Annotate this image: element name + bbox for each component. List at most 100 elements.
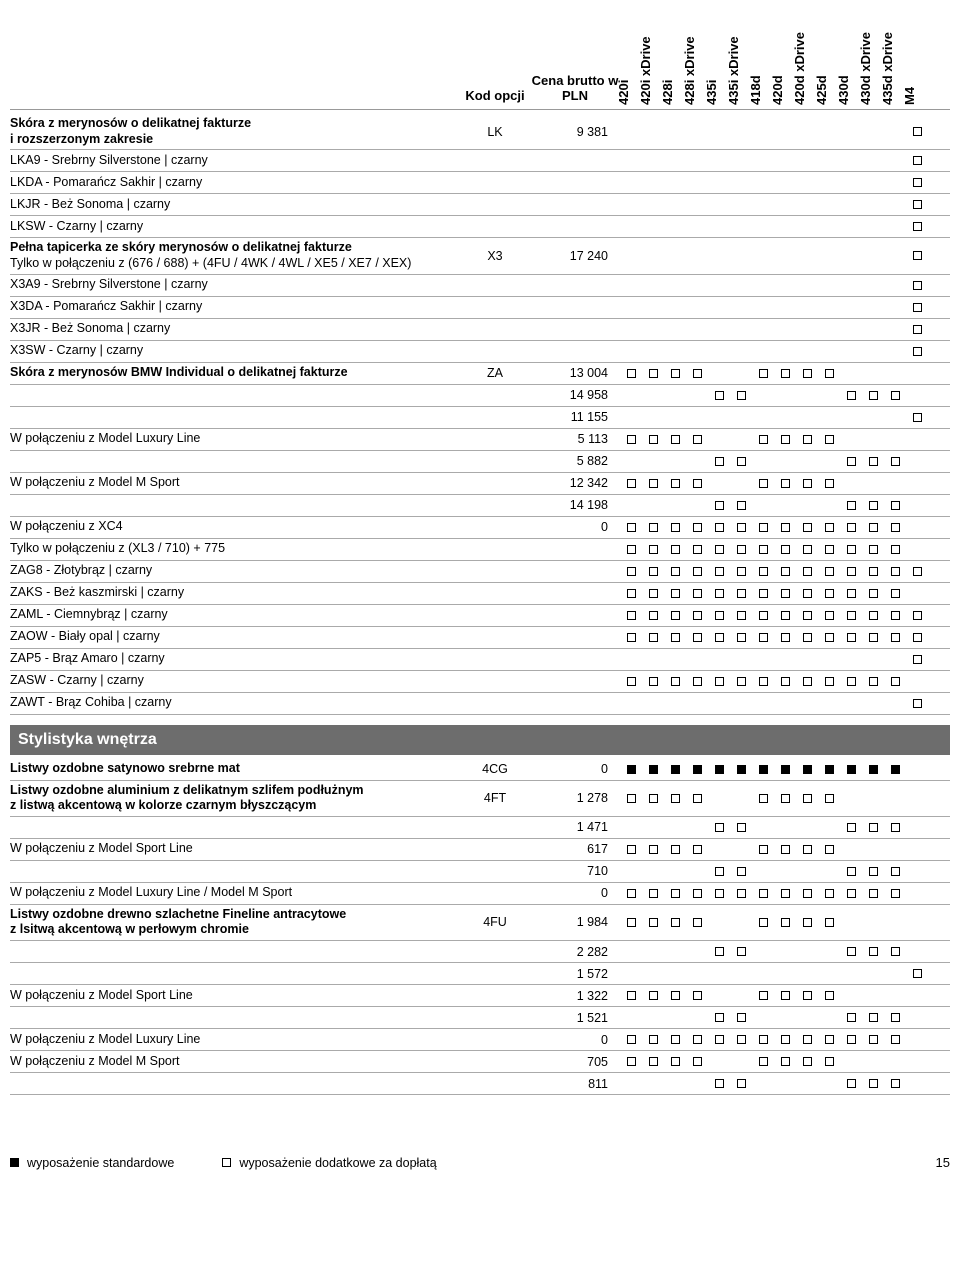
table-row: LKJR - Beż Sonoma | czarny (10, 194, 950, 216)
availability-cell (708, 969, 730, 978)
availability-cell (686, 765, 708, 774)
checkbox-open-icon (869, 457, 878, 466)
row-price: 2 282 (530, 945, 620, 959)
availability-cell (730, 501, 752, 510)
availability-cell (686, 127, 708, 136)
availability-cell (884, 369, 906, 378)
availability-cell (774, 479, 796, 488)
availability-cell (730, 457, 752, 466)
availability-cell (686, 523, 708, 532)
availability-cell (774, 765, 796, 774)
availability-cell (906, 969, 928, 978)
availability-cell (620, 251, 642, 260)
table-row: Listwy ozdobne aluminium z delikatnym sz… (10, 781, 950, 817)
availability-cell (906, 889, 928, 898)
availability-cell (774, 347, 796, 356)
availability-cell (730, 369, 752, 378)
availability-cell (840, 889, 862, 898)
availability-cell (752, 889, 774, 898)
availability-cell (686, 303, 708, 312)
availability-cell (774, 845, 796, 854)
checkbox-open-icon (869, 1013, 878, 1022)
checkbox-open-icon (825, 567, 834, 576)
row-label: W połączeniu z Model Sport Line (10, 986, 460, 1006)
availability-cell (642, 765, 664, 774)
availability-cell (642, 918, 664, 927)
checkbox-open-icon (781, 918, 790, 927)
availability-cell (840, 633, 862, 642)
availability-cell (840, 325, 862, 334)
availability-cell (730, 303, 752, 312)
availability-cell (642, 889, 664, 898)
availability-cell (818, 325, 840, 334)
availability-cell (840, 303, 862, 312)
availability-cell (906, 677, 928, 686)
checkbox-open-icon (759, 611, 768, 620)
checkbox-open-icon (825, 845, 834, 854)
availability-cell (796, 457, 818, 466)
availability-cell (796, 325, 818, 334)
availability-cell (686, 633, 708, 642)
availability-cell (664, 222, 686, 231)
availability-cell (752, 677, 774, 686)
availability-cell (906, 611, 928, 620)
checkbox-open-icon (913, 347, 922, 356)
availability-cell (686, 589, 708, 598)
availability-cell (730, 794, 752, 803)
availability-cell (730, 845, 752, 854)
availability-cell (708, 303, 730, 312)
row-price: 1 572 (530, 967, 620, 981)
availability-cell (906, 699, 928, 708)
checkbox-open-icon (627, 589, 636, 598)
availability-cell (862, 391, 884, 400)
section-interior-styling: Stylistyka wnętrza (10, 725, 950, 755)
availability-cell (862, 1057, 884, 1066)
availability-cell (818, 867, 840, 876)
checkbox-open-icon (913, 156, 922, 165)
availability-cell (884, 303, 906, 312)
availability-cell (862, 611, 884, 620)
availability-cell (796, 655, 818, 664)
header-cena: Cena brutto w PLN (530, 73, 620, 109)
checkbox-open-icon (671, 794, 680, 803)
availability-cell (686, 918, 708, 927)
checkbox-open-icon (715, 633, 724, 642)
availability-cell (774, 501, 796, 510)
availability-cell (620, 413, 642, 422)
availability-cell (708, 200, 730, 209)
table-row: 14 198 (10, 495, 950, 517)
availability-cell (796, 765, 818, 774)
row-label: Tylko w połączeniu z (XL3 / 710) + 775 (10, 539, 460, 559)
checkbox-open-icon (715, 523, 724, 532)
availability-cell (796, 479, 818, 488)
table-row: W połączeniu z Model Sport Line1 322 (10, 985, 950, 1007)
table-row: W połączeniu z Model Luxury Line0 (10, 1029, 950, 1051)
availability-cell (752, 545, 774, 554)
availability-cell (686, 611, 708, 620)
row-label (10, 869, 460, 873)
checkbox-open-icon (715, 545, 724, 554)
checkbox-open-icon (891, 1079, 900, 1088)
availability-cell (620, 677, 642, 686)
checkbox-open-icon (627, 545, 636, 554)
availability-cell (730, 699, 752, 708)
checkbox-open-icon (781, 991, 790, 1000)
availability-cell (906, 1013, 928, 1022)
checkbox-open-icon (759, 545, 768, 554)
row-label: W połączeniu z Model Luxury Line (10, 429, 460, 449)
availability-cell (774, 633, 796, 642)
checkbox-open-icon (869, 391, 878, 400)
table-row: Tylko w połączeniu z (XL3 / 710) + 775 (10, 539, 950, 561)
availability-cell (796, 1035, 818, 1044)
availability-cell (642, 435, 664, 444)
checkbox-open-icon (781, 1035, 790, 1044)
availability-cell (796, 918, 818, 927)
availability-cell (642, 567, 664, 576)
checkbox-filled-icon (781, 765, 790, 774)
table-row: ZAOW - Biały opal | czarny (10, 627, 950, 649)
row-label: W połączeniu z Model M Sport (10, 473, 460, 493)
availability-cell (818, 391, 840, 400)
checkbox-open-icon (913, 699, 922, 708)
availability-cell (840, 156, 862, 165)
availability-cell (818, 127, 840, 136)
